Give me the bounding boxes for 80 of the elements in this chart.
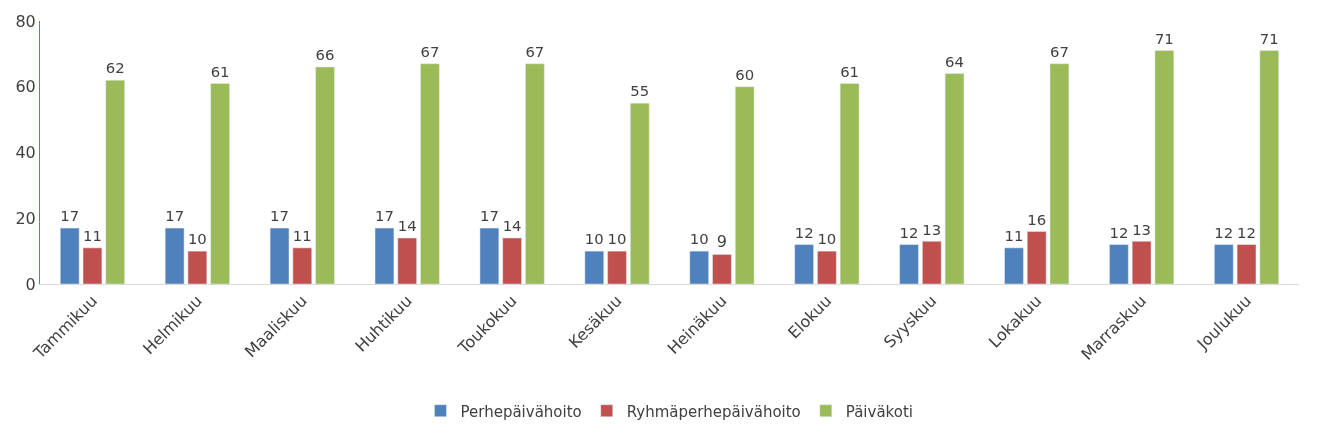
bar [82, 247, 103, 284]
data-label: 12 [794, 223, 814, 241]
data-label: 11 [292, 227, 312, 245]
data-label: 12 [899, 223, 919, 241]
bar [60, 227, 80, 284]
bar [607, 250, 627, 284]
bar [502, 237, 522, 284]
data-label: 64 [945, 52, 964, 70]
bar [1004, 247, 1024, 284]
data-label: 17 [60, 207, 80, 225]
data-label: 66 [315, 46, 335, 64]
data-label: 10 [817, 230, 837, 248]
bar [584, 250, 604, 284]
data-label: 17 [375, 207, 394, 225]
bar [899, 244, 919, 284]
bar [1214, 244, 1234, 284]
data-label: 12 [1214, 223, 1234, 241]
data-label: 17 [270, 207, 289, 225]
bar [420, 63, 440, 284]
bar [164, 227, 185, 284]
bar [1109, 244, 1129, 284]
bar [817, 250, 837, 284]
data-label: 14 [397, 217, 417, 235]
bar [944, 73, 965, 284]
data-label: 67 [1050, 43, 1069, 61]
bar [1236, 244, 1257, 284]
data-label: 13 [922, 220, 942, 238]
data-label: 12 [1109, 223, 1129, 241]
data-label: 71 [1154, 29, 1174, 47]
y-tick-label: 0 [25, 274, 36, 294]
data-label: 10 [689, 230, 709, 248]
legend-label: Perhepäivähoito [460, 402, 582, 421]
bar [1049, 63, 1070, 284]
legend-label: Ryhmäperhepäivähoito [626, 402, 801, 421]
bar [839, 83, 860, 284]
legend-label: Päiväkoti [845, 402, 913, 421]
bar [735, 86, 755, 284]
y-tick-label: 40 [15, 143, 36, 163]
data-label: 67 [525, 43, 545, 61]
data-label: 13 [1132, 220, 1152, 238]
data-label: 67 [420, 43, 440, 61]
data-label: 9 [716, 232, 728, 252]
data-label: 71 [1259, 29, 1279, 47]
bar [269, 227, 290, 284]
data-label: 17 [165, 207, 185, 225]
data-label: 11 [1004, 227, 1024, 245]
data-label: 61 [840, 62, 860, 80]
bar [210, 83, 230, 284]
bar [525, 63, 545, 284]
y-tick-label: 80 [15, 11, 36, 31]
bar [712, 254, 732, 284]
data-label: 60 [735, 66, 755, 84]
data-label: 55 [630, 82, 650, 100]
bar [630, 102, 650, 284]
bar [479, 227, 500, 284]
data-label: 10 [187, 230, 207, 248]
bar [1131, 241, 1152, 284]
data-label: 12 [1237, 223, 1256, 241]
data-label: 17 [479, 207, 499, 225]
data-label: 10 [584, 230, 604, 248]
y-tick-label: 20 [15, 208, 36, 228]
data-label: 14 [502, 217, 522, 235]
bar [105, 79, 125, 284]
bar [689, 250, 709, 284]
bar [315, 66, 335, 284]
bar [922, 241, 942, 284]
data-label: 61 [210, 62, 230, 80]
bar [374, 227, 395, 284]
y-tick-label: 60 [15, 77, 36, 97]
bar [397, 237, 417, 284]
bar [1259, 50, 1279, 284]
bar [1027, 231, 1047, 284]
data-label: 10 [607, 230, 627, 248]
bar [187, 250, 208, 284]
data-label: 11 [83, 227, 102, 245]
bar [1154, 50, 1175, 284]
bar [292, 247, 312, 284]
data-label: 16 [1027, 210, 1047, 228]
data-label: 62 [105, 59, 125, 77]
bar [794, 244, 814, 284]
